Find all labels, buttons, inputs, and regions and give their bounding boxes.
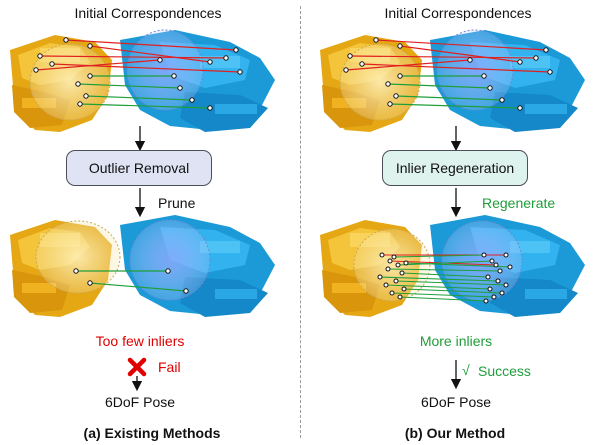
inlier-regeneration-box: Inlier Regeneration xyxy=(382,150,528,186)
success-check-icon: √ xyxy=(462,362,470,378)
left-status-text: Fail xyxy=(158,359,181,375)
right-regenerated-correspondences-visual xyxy=(320,215,585,317)
right-top-label: Initial Correspondences xyxy=(384,5,532,21)
outlier-removal-box: Outlier Removal xyxy=(66,150,212,186)
right-result-text: More inliers xyxy=(419,333,493,349)
left-pruned-correspondences-visual xyxy=(10,215,275,317)
right-output-label: 6DoF Pose xyxy=(420,394,492,410)
right-status-text: Success xyxy=(478,363,531,379)
left-initial-correspondences-visual xyxy=(10,29,275,132)
right-initial-correspondences-visual xyxy=(320,29,585,132)
left-result-text: Too few inliers xyxy=(95,333,185,349)
left-process-action: Prune xyxy=(158,195,196,211)
left-top-label: Initial Correspondences xyxy=(74,5,222,21)
inlier-regeneration-label: Inlier Regeneration xyxy=(395,160,515,176)
right-process-action: Regenerate xyxy=(482,195,556,211)
right-caption: (b) Our Method xyxy=(404,425,506,441)
left-output-label: 6DoF Pose xyxy=(104,394,176,410)
left-caption: (a) Existing Methods xyxy=(83,425,221,441)
fail-cross-icon xyxy=(127,357,147,377)
panel-divider xyxy=(300,6,301,438)
outlier-removal-label: Outlier Removal xyxy=(88,160,190,176)
